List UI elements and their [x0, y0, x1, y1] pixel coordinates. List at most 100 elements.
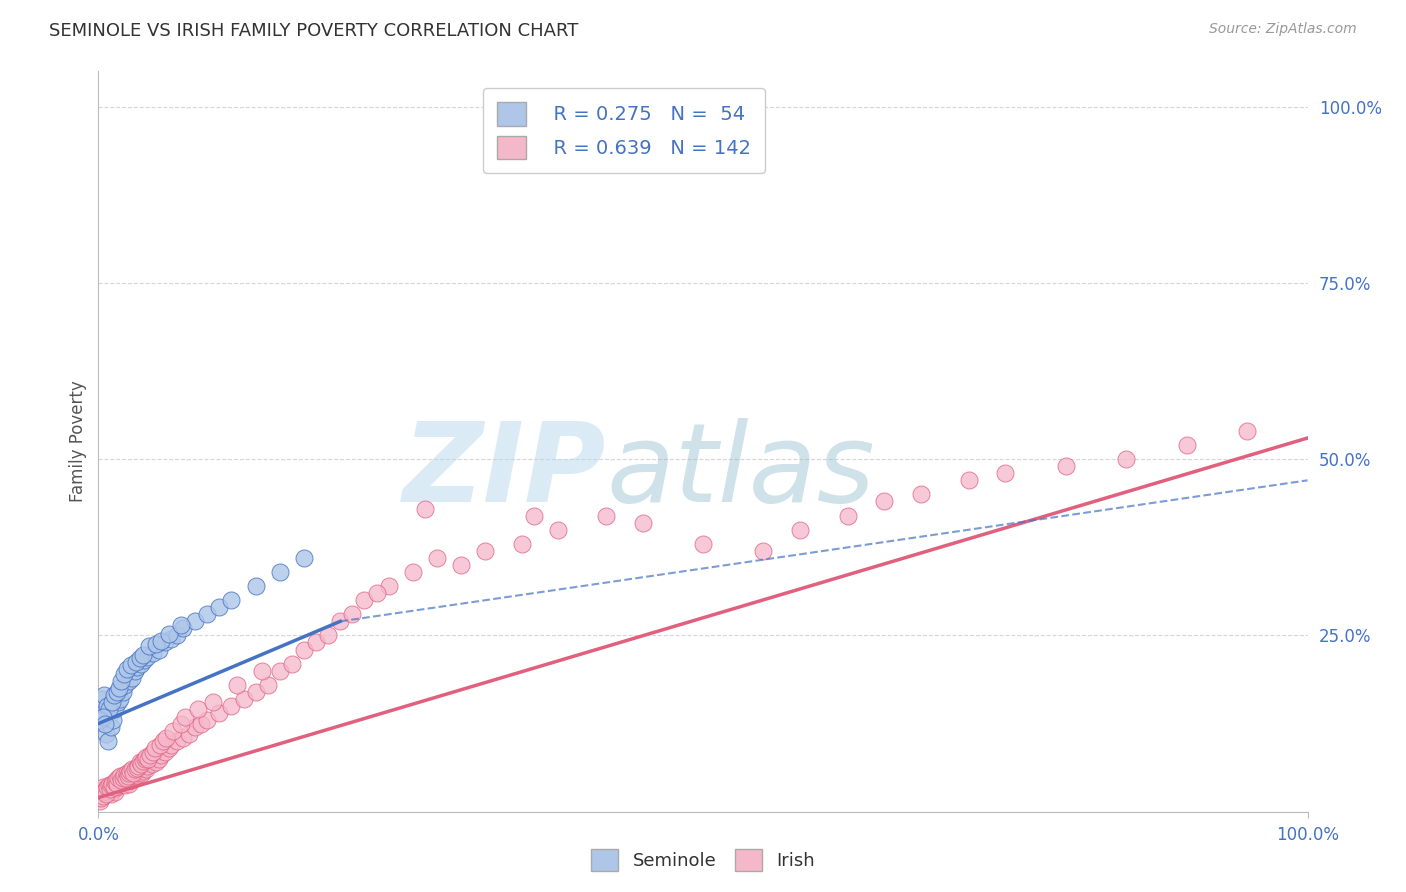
Point	[118, 776, 141, 790]
Point	[153, 635, 176, 649]
Point	[179, 727, 201, 741]
Point	[131, 754, 153, 768]
Point	[789, 523, 811, 537]
Point	[111, 772, 134, 787]
Point	[232, 692, 254, 706]
Point	[94, 783, 117, 797]
Point	[153, 745, 176, 759]
Point	[134, 761, 156, 775]
Point	[91, 709, 114, 723]
Point	[155, 731, 177, 745]
Point	[692, 537, 714, 551]
Point	[90, 783, 112, 797]
Point	[91, 789, 114, 804]
Point	[121, 671, 143, 685]
Point	[110, 776, 132, 790]
Point	[100, 778, 122, 792]
Point	[108, 778, 131, 792]
Legend:   R = 0.275   N =  54,   R = 0.639   N = 142: R = 0.275 N = 54, R = 0.639 N = 142	[484, 88, 765, 173]
Point	[143, 741, 166, 756]
Point	[97, 780, 120, 794]
Point	[148, 642, 170, 657]
Point	[474, 544, 496, 558]
Point	[162, 723, 184, 738]
Point	[125, 655, 148, 669]
Point	[138, 756, 160, 770]
Point	[1054, 459, 1077, 474]
Point	[124, 763, 146, 777]
Point	[281, 657, 304, 671]
Point	[122, 766, 145, 780]
Point	[128, 764, 150, 778]
Point	[148, 752, 170, 766]
Point	[89, 794, 111, 808]
Point	[169, 618, 191, 632]
Point	[366, 586, 388, 600]
Point	[121, 763, 143, 777]
Point	[114, 778, 136, 792]
Point	[292, 642, 315, 657]
Point	[105, 776, 128, 790]
Point	[413, 501, 436, 516]
Point	[89, 787, 111, 801]
Point	[104, 775, 127, 789]
Point	[316, 628, 339, 642]
Point	[149, 738, 172, 752]
Point	[135, 649, 157, 664]
Point	[112, 771, 135, 785]
Point	[91, 787, 114, 801]
Point	[112, 667, 135, 681]
Point	[208, 600, 231, 615]
Point	[135, 749, 157, 764]
Point	[145, 756, 167, 770]
Point	[104, 785, 127, 799]
Point	[90, 706, 112, 720]
Point	[402, 565, 425, 579]
Point	[256, 678, 278, 692]
Point	[89, 713, 111, 727]
Point	[129, 763, 152, 777]
Point	[135, 759, 157, 773]
Point	[141, 756, 163, 771]
Point	[94, 727, 117, 741]
Text: ZIP: ZIP	[402, 417, 606, 524]
Point	[93, 785, 115, 799]
Point	[143, 752, 166, 766]
Point	[195, 607, 218, 622]
Point	[114, 678, 136, 692]
Point	[245, 685, 267, 699]
Point	[120, 764, 142, 778]
Point	[910, 487, 932, 501]
Point	[107, 695, 129, 709]
Point	[353, 593, 375, 607]
Point	[139, 748, 162, 763]
Point	[120, 658, 142, 673]
Point	[342, 607, 364, 622]
Point	[101, 713, 124, 727]
Point	[91, 780, 114, 794]
Point	[97, 778, 120, 792]
Point	[127, 768, 149, 782]
Point	[115, 772, 138, 787]
Point	[208, 706, 231, 720]
Point	[145, 637, 167, 651]
Point	[108, 775, 131, 789]
Point	[195, 713, 218, 727]
Point	[104, 702, 127, 716]
Point	[250, 664, 273, 678]
Point	[131, 766, 153, 780]
Point	[132, 764, 155, 778]
Point	[595, 508, 617, 523]
Point	[157, 627, 180, 641]
Point	[104, 772, 127, 787]
Point	[112, 768, 135, 782]
Point	[426, 550, 449, 565]
Point	[152, 734, 174, 748]
Point	[101, 776, 124, 790]
Point	[117, 662, 139, 676]
Point	[96, 782, 118, 797]
Point	[752, 544, 775, 558]
Point	[132, 648, 155, 663]
Point	[184, 615, 207, 629]
Point	[172, 731, 194, 745]
